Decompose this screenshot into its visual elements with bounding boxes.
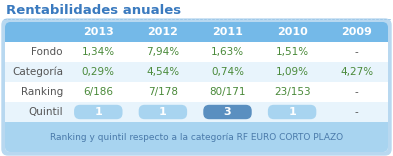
Text: 2009: 2009: [341, 27, 372, 37]
FancyBboxPatch shape: [74, 105, 123, 119]
Text: Ranking y quintil respecto a la categoría RF EURO CORTO PLAZO: Ranking y quintil respecto a la categorí…: [50, 132, 343, 141]
FancyBboxPatch shape: [139, 105, 187, 119]
Text: Ranking: Ranking: [21, 87, 63, 97]
Bar: [5, 102, 388, 122]
Text: Quintil: Quintil: [28, 107, 63, 117]
Text: 6/186: 6/186: [83, 87, 113, 97]
Text: 80/171: 80/171: [209, 87, 246, 97]
Text: 0,74%: 0,74%: [211, 67, 244, 77]
Text: 1,34%: 1,34%: [82, 47, 115, 57]
Text: 2013: 2013: [83, 27, 114, 37]
Text: 0,29%: 0,29%: [82, 67, 115, 77]
Text: 1: 1: [288, 107, 296, 117]
Text: 2011: 2011: [212, 27, 243, 37]
Text: 1,63%: 1,63%: [211, 47, 244, 57]
Text: -: -: [355, 87, 358, 97]
Text: 4,54%: 4,54%: [146, 67, 180, 77]
Text: 1,51%: 1,51%: [275, 47, 309, 57]
Text: 23/153: 23/153: [274, 87, 310, 97]
Text: 2010: 2010: [277, 27, 307, 37]
FancyBboxPatch shape: [5, 22, 388, 152]
Bar: [5, 42, 388, 62]
Bar: [5, 82, 388, 102]
FancyBboxPatch shape: [268, 105, 316, 119]
Text: -: -: [355, 107, 358, 117]
Text: 2012: 2012: [147, 27, 178, 37]
Text: 7,94%: 7,94%: [146, 47, 180, 57]
Text: 1: 1: [94, 107, 102, 117]
Text: Categoría: Categoría: [12, 67, 63, 77]
Bar: [5, 32, 388, 42]
Text: Rentabilidades anuales: Rentabilidades anuales: [6, 5, 181, 17]
Text: 1,09%: 1,09%: [275, 67, 309, 77]
Text: 7/178: 7/178: [148, 87, 178, 97]
Text: Fondo: Fondo: [31, 47, 63, 57]
FancyBboxPatch shape: [5, 122, 388, 152]
Text: 4,27%: 4,27%: [340, 67, 373, 77]
FancyBboxPatch shape: [203, 105, 252, 119]
Bar: [5, 62, 388, 82]
Bar: [5, 122, 388, 137]
FancyBboxPatch shape: [5, 22, 388, 42]
Text: -: -: [355, 47, 358, 57]
FancyBboxPatch shape: [2, 19, 391, 155]
Text: 1: 1: [159, 107, 167, 117]
Text: 3: 3: [224, 107, 231, 117]
